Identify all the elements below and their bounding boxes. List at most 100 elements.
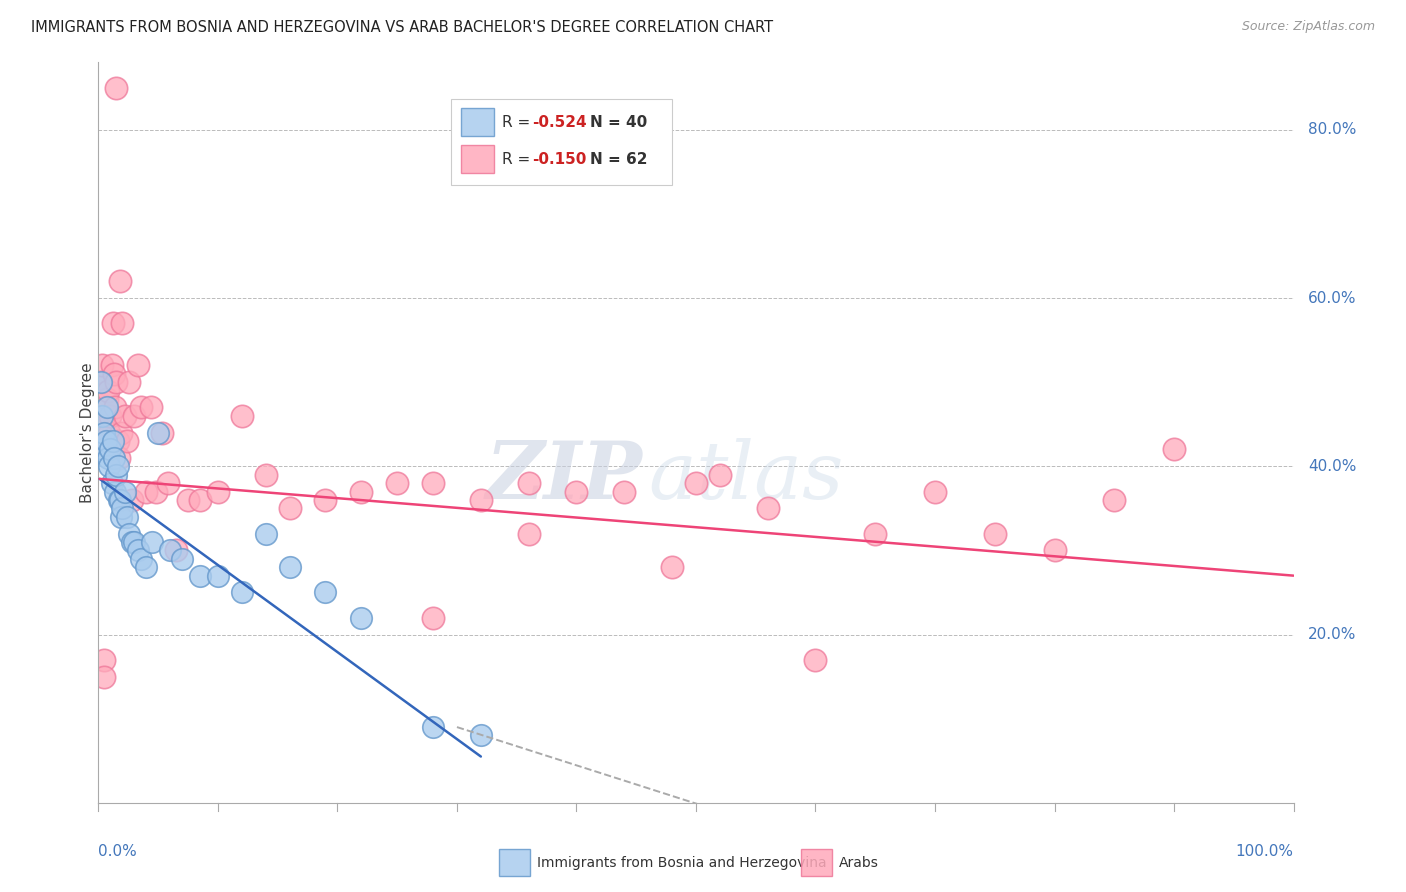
Point [145, 484, 167, 499]
Point [124, 535, 146, 549]
Point [315, 585, 337, 599]
Point [565, 484, 588, 499]
Text: Source: ZipAtlas.com: Source: ZipAtlas.com [1241, 20, 1375, 33]
Point [350, 610, 373, 624]
Y-axis label: Bachelor's Degree: Bachelor's Degree [80, 362, 94, 503]
Text: -0.150: -0.150 [533, 152, 586, 167]
Text: -0.524: -0.524 [533, 115, 586, 130]
Point [278, 501, 301, 516]
Point [709, 467, 731, 482]
Point [91, 359, 114, 373]
Point [422, 476, 444, 491]
Point [278, 560, 301, 574]
Text: R =: R = [502, 115, 536, 130]
Text: 40.0%: 40.0% [1308, 458, 1357, 474]
Point [105, 467, 128, 482]
Point [177, 492, 200, 507]
Point [96, 392, 118, 406]
Point [127, 543, 149, 558]
Text: N = 40: N = 40 [589, 115, 647, 130]
Point [91, 417, 114, 432]
Text: R =: R = [502, 152, 536, 167]
Point [1043, 543, 1066, 558]
Point [94, 401, 117, 415]
Point [804, 653, 827, 667]
Point [90, 375, 112, 389]
Point [254, 526, 277, 541]
Text: 80.0%: 80.0% [1308, 122, 1357, 137]
Point [188, 568, 211, 582]
Point [422, 610, 444, 624]
Point [470, 492, 492, 507]
Point [111, 501, 134, 516]
Point [135, 560, 157, 574]
Text: N = 62: N = 62 [589, 152, 647, 167]
Point [93, 670, 115, 684]
FancyBboxPatch shape [461, 145, 494, 173]
Point [1104, 492, 1126, 507]
FancyBboxPatch shape [451, 99, 672, 185]
Point [98, 409, 122, 423]
Point [131, 551, 153, 566]
Point [89, 375, 111, 389]
Point [98, 425, 121, 440]
Point [1163, 442, 1185, 457]
Point [107, 434, 129, 448]
Point [97, 384, 120, 398]
Point [165, 543, 187, 558]
Point [127, 359, 149, 373]
Point [231, 409, 253, 423]
Point [517, 526, 540, 541]
Point [124, 409, 146, 423]
Point [685, 476, 707, 491]
Point [104, 484, 127, 499]
Point [159, 543, 181, 558]
Point [121, 535, 143, 549]
Point [150, 425, 173, 440]
Text: atlas: atlas [648, 438, 844, 516]
Point [111, 316, 134, 330]
Point [148, 425, 170, 440]
Text: IMMIGRANTS FROM BOSNIA AND HERZEGOVINA VS ARAB BACHELOR'S DEGREE CORRELATION CHA: IMMIGRANTS FROM BOSNIA AND HERZEGOVINA V… [31, 20, 773, 35]
Text: 20.0%: 20.0% [1308, 627, 1357, 642]
Point [114, 484, 136, 499]
Point [107, 459, 129, 474]
Point [231, 585, 253, 599]
Point [131, 401, 153, 415]
Text: Immigrants from Bosnia and Herzegovina: Immigrants from Bosnia and Herzegovina [537, 855, 827, 870]
Point [207, 568, 229, 582]
Point [139, 401, 162, 415]
Point [103, 450, 125, 465]
Point [100, 476, 122, 491]
Point [93, 425, 115, 440]
Point [98, 442, 122, 457]
Point [118, 375, 141, 389]
Point [207, 484, 229, 499]
Point [101, 316, 124, 330]
Point [121, 492, 143, 507]
Point [422, 720, 444, 734]
Point [865, 526, 887, 541]
Text: 60.0%: 60.0% [1308, 291, 1357, 305]
Point [101, 434, 124, 448]
Point [756, 501, 779, 516]
Point [135, 484, 157, 499]
Point [108, 492, 131, 507]
Point [110, 509, 132, 524]
Point [517, 476, 540, 491]
Text: Arabs: Arabs [839, 855, 879, 870]
Point [315, 492, 337, 507]
Point [97, 450, 120, 465]
Point [98, 459, 121, 474]
Point [115, 509, 138, 524]
Point [661, 560, 683, 574]
Point [96, 401, 118, 415]
Point [90, 375, 112, 389]
Text: 100.0%: 100.0% [1236, 844, 1294, 858]
Point [105, 375, 128, 389]
Point [94, 434, 117, 448]
Point [105, 80, 128, 95]
Point [91, 409, 114, 423]
Point [188, 492, 211, 507]
Point [254, 467, 277, 482]
